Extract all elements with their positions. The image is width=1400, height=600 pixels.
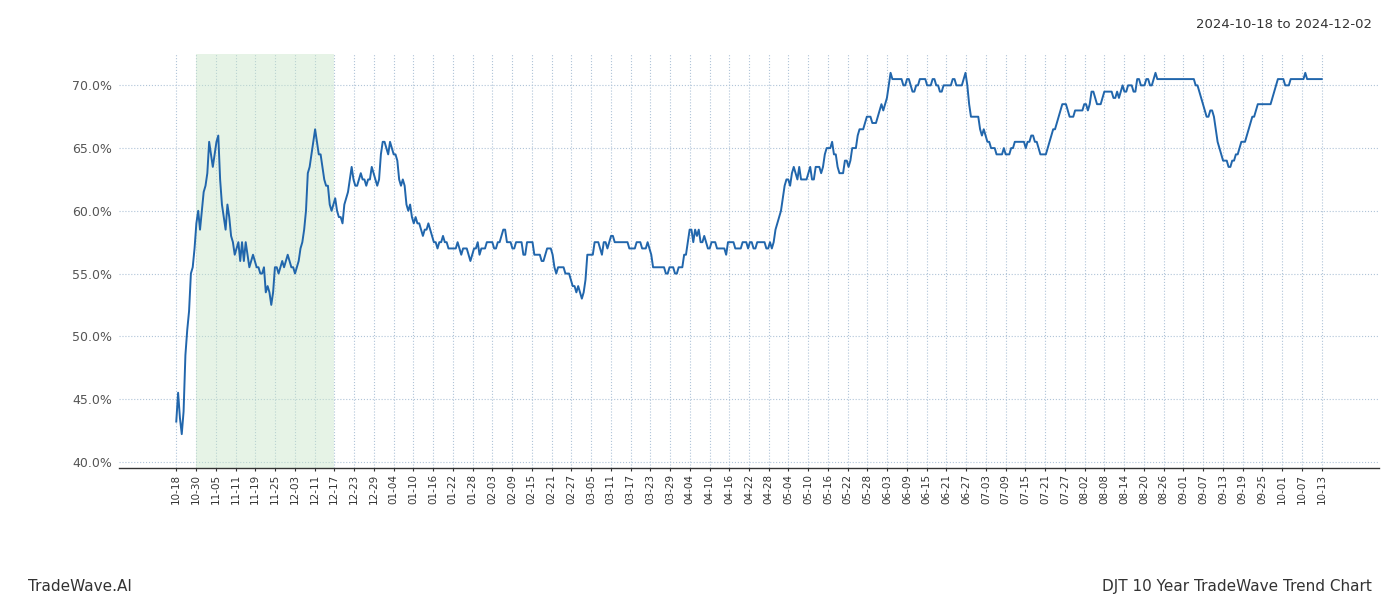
Text: DJT 10 Year TradeWave Trend Chart: DJT 10 Year TradeWave Trend Chart: [1102, 579, 1372, 594]
Text: TradeWave.AI: TradeWave.AI: [28, 579, 132, 594]
Text: 2024-10-18 to 2024-12-02: 2024-10-18 to 2024-12-02: [1196, 18, 1372, 31]
Bar: [196, 54, 335, 468]
